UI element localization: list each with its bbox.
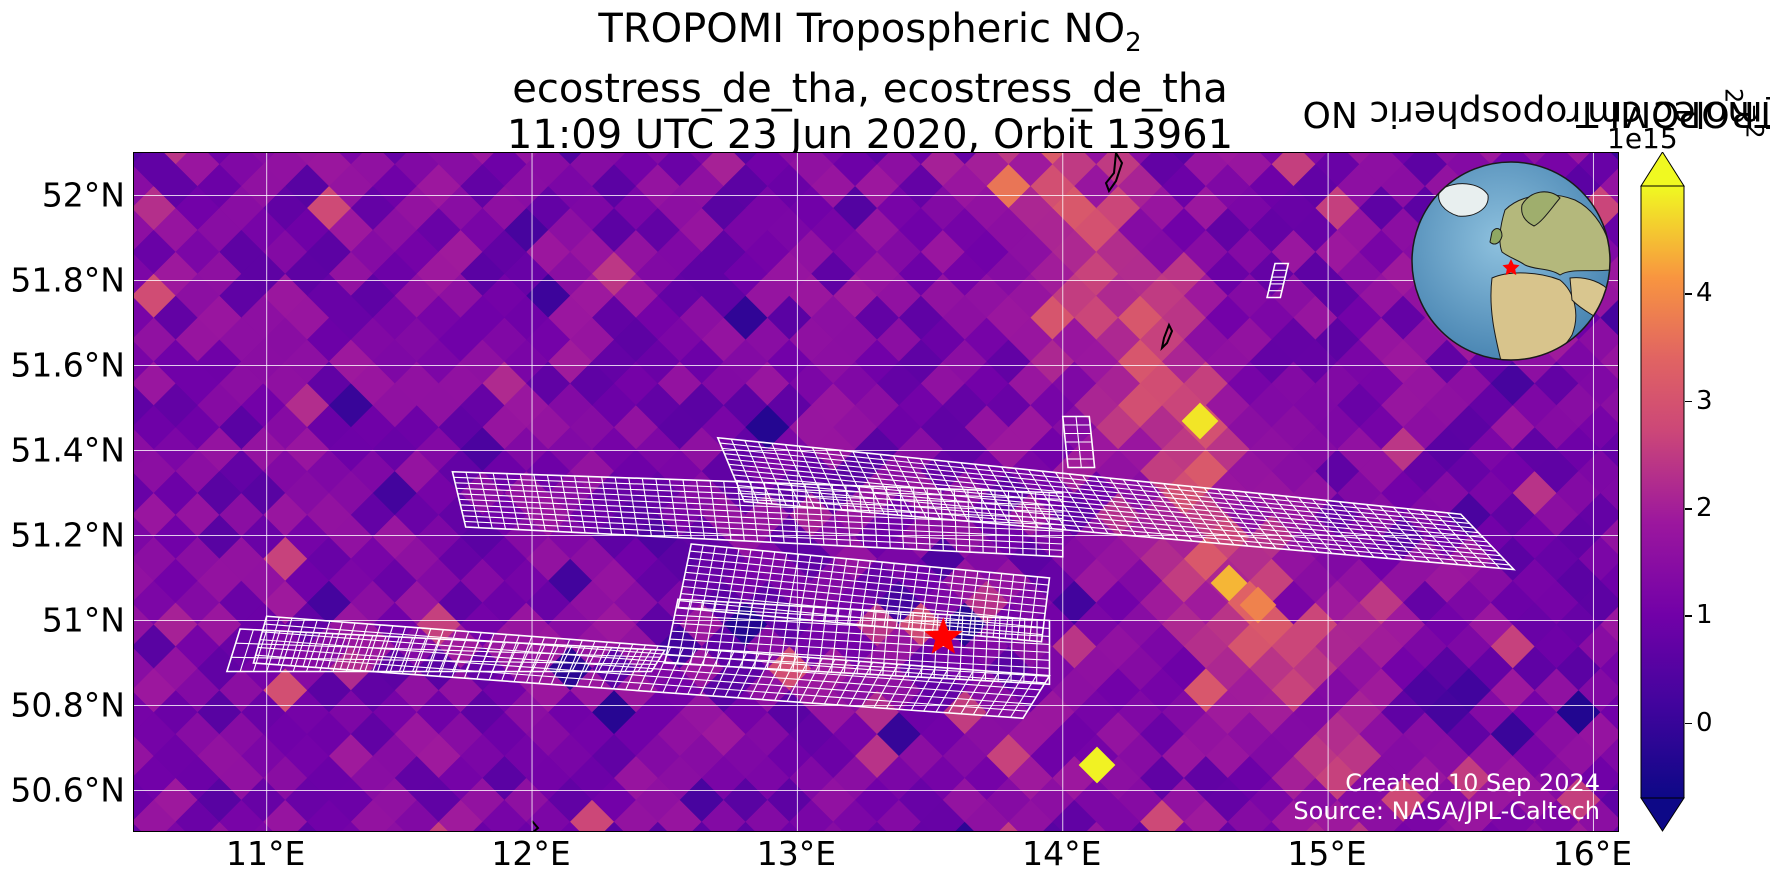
lat-tick-label: 51.8°N bbox=[10, 260, 125, 299]
lat-tick-label: 50.6°N bbox=[10, 770, 125, 809]
lat-tick-label: 52°N bbox=[41, 175, 125, 214]
ecostress-footprint bbox=[225, 628, 667, 673]
star-icon bbox=[924, 617, 963, 654]
lon-tick-label: 11°E bbox=[226, 834, 306, 873]
lat-tick-label: 51°N bbox=[41, 600, 125, 639]
colorbar-tick-mark bbox=[1685, 508, 1692, 510]
ecostress-footprint bbox=[716, 436, 1516, 571]
no2-pixel bbox=[1600, 207, 1618, 253]
lat-tick-label: 51.6°N bbox=[10, 345, 125, 384]
lon-tick-label: 13°E bbox=[756, 834, 837, 873]
title-line-1: TROPOMI Tropospheric NO2 bbox=[598, 6, 1142, 58]
credit-text: Created 10 Sep 2024 Source: NASA/JPL-Cal… bbox=[1293, 769, 1600, 825]
colorbar-tick-label: 2 bbox=[1696, 493, 1713, 524]
lat-tick-label: 50.8°N bbox=[10, 685, 125, 724]
globe-africa bbox=[1490, 272, 1577, 360]
target-marker-layer bbox=[924, 617, 963, 654]
colorbar bbox=[1640, 152, 1685, 832]
globe-greenland bbox=[1438, 183, 1489, 217]
map-panel[interactable]: Created 10 Sep 2024 Source: NASA/JPL-Cal… bbox=[133, 152, 1619, 832]
no2-pixel bbox=[1600, 601, 1618, 648]
no2-pixel bbox=[1600, 251, 1618, 297]
no2-pixel bbox=[1600, 163, 1618, 209]
globe-outline bbox=[1411, 161, 1611, 361]
coastline-segment bbox=[531, 820, 540, 831]
ecostress-footprints bbox=[225, 262, 1516, 720]
globe-scandinavia bbox=[1521, 191, 1561, 227]
no2-pixel bbox=[1600, 645, 1618, 692]
title-line-3: 11:09 UTC 23 Jun 2020, Orbit 13961 bbox=[506, 112, 1234, 158]
coastline-segment bbox=[1104, 153, 1124, 194]
no2-pixel bbox=[1600, 689, 1618, 735]
no2-hotspot bbox=[1181, 402, 1219, 440]
colorbar-tick-mark bbox=[1685, 293, 1692, 295]
colorbar-tick-label: 1 bbox=[1696, 600, 1713, 631]
colorbar-tick-mark bbox=[1685, 722, 1692, 725]
ecostress-footprint bbox=[1266, 262, 1290, 299]
no2-pixel bbox=[1600, 777, 1618, 823]
ecostress-footprint bbox=[252, 615, 1051, 720]
no2-pixel bbox=[1600, 733, 1618, 779]
chart-title: TROPOMI Tropospheric NO2 ecostress_de_th… bbox=[450, 6, 1290, 158]
colorbar-tick-mark bbox=[1685, 615, 1692, 617]
lat-tick-label: 51.2°N bbox=[10, 515, 125, 554]
ecostress-footprint bbox=[1061, 415, 1096, 469]
no2-pixel bbox=[1600, 153, 1618, 165]
colorbar-label: TROPOMI Tropospheric NO 2 [molec cm −2 bbox=[1302, 88, 1770, 139]
no2-pixel bbox=[1600, 426, 1618, 472]
no2-pixel-layer bbox=[134, 153, 1618, 831]
colorbar-tick-label: 4 bbox=[1696, 278, 1713, 309]
title-line-2: ecostress_de_tha, ecostress_de_tha bbox=[512, 66, 1228, 112]
no2-pixel bbox=[1600, 514, 1618, 560]
no2-pixel bbox=[1600, 558, 1618, 604]
no2-pixel bbox=[1600, 294, 1618, 341]
colorbar-extend-max bbox=[1640, 152, 1685, 187]
no2-map bbox=[134, 153, 1618, 831]
gridlines bbox=[134, 153, 1618, 831]
lon-tick-label: 14°E bbox=[1022, 834, 1102, 873]
created-date: Created 10 Sep 2024 bbox=[1345, 769, 1600, 797]
lon-tick-label: 12°E bbox=[491, 834, 571, 873]
no2-hotspot bbox=[1239, 586, 1277, 624]
globe-uk bbox=[1489, 228, 1503, 245]
ecostress-footprint bbox=[451, 470, 1064, 558]
no2-hotspot bbox=[1078, 746, 1116, 784]
globe-inset bbox=[1411, 161, 1611, 361]
colorbar-gradient bbox=[1640, 185, 1685, 799]
lon-tick-label: 16°E bbox=[1552, 834, 1633, 873]
no2-pixel bbox=[1600, 382, 1618, 428]
coastline-segment bbox=[1160, 322, 1174, 352]
source-credit: Source: NASA/JPL-Caltech bbox=[1293, 797, 1600, 825]
lon-tick-label: 15°E bbox=[1287, 834, 1367, 873]
colorbar-tick-mark bbox=[1685, 400, 1692, 403]
lat-tick-label: 51.4°N bbox=[10, 430, 125, 469]
no2-pixel bbox=[1600, 338, 1618, 385]
colorbar-tick-label: 0 bbox=[1696, 707, 1713, 738]
colorbar-multiplier: 1e15 bbox=[1607, 122, 1678, 155]
no2-pixel bbox=[1600, 470, 1618, 516]
colorbar-extend-min bbox=[1640, 797, 1685, 832]
no2-hotspot bbox=[1210, 564, 1248, 602]
globe-location-star-icon bbox=[1502, 259, 1520, 276]
colorbar-tick-label: 3 bbox=[1696, 385, 1713, 416]
coastline-layer bbox=[531, 153, 1174, 831]
